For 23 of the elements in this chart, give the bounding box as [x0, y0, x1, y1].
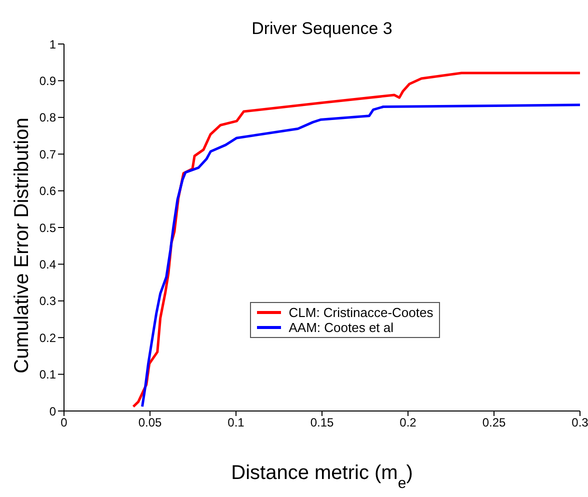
y-tick-label: 0.8	[39, 110, 56, 125]
y-axis-title: Cumulative Error Distribution	[11, 118, 33, 374]
y-tick-label: 0.4	[39, 257, 56, 272]
y-tick-label: 0	[49, 404, 56, 418]
x-tick-label: 0.05	[138, 416, 162, 430]
y-tick-label: 1	[49, 37, 56, 52]
legend-label: AAM: Cootes et al	[288, 320, 394, 335]
y-tick-label: 0.2	[39, 330, 56, 345]
x-tick-label: 0.2	[400, 416, 417, 430]
x-tick-label: 0.1	[228, 416, 245, 430]
chart-title: Driver Sequence 3	[252, 19, 392, 38]
y-tick-label: 0.6	[39, 184, 56, 198]
x-tick-label: 0.3	[572, 416, 588, 430]
x-tick-label: 0.25	[482, 416, 506, 430]
y-tick-label: 0.9	[39, 74, 56, 88]
y-tick-label: 0.5	[39, 220, 56, 235]
x-tick-label: 0.15	[310, 416, 334, 430]
x-axis-title: Distance metric (m$_{e}$)	[231, 462, 413, 492]
y-tick-label: 0.3	[39, 294, 56, 308]
y-tick-label: 0.1	[39, 368, 56, 382]
y-tick-label: 0.7	[39, 147, 56, 162]
legend-label: CLM: Cristinacce-Cootes	[288, 304, 434, 320]
x-tick-label: 0	[60, 416, 68, 430]
